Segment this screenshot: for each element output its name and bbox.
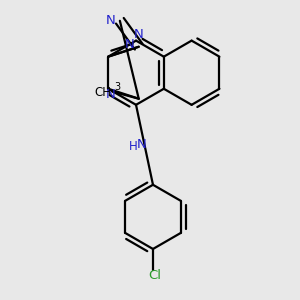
Text: N: N xyxy=(106,88,116,101)
Text: N: N xyxy=(125,38,135,51)
Text: CH: CH xyxy=(94,86,111,99)
Text: H: H xyxy=(129,140,138,153)
Text: 3: 3 xyxy=(114,82,120,92)
Text: N: N xyxy=(136,138,146,151)
Text: N: N xyxy=(134,28,144,40)
Text: N: N xyxy=(106,14,115,27)
Text: Cl: Cl xyxy=(148,269,161,282)
